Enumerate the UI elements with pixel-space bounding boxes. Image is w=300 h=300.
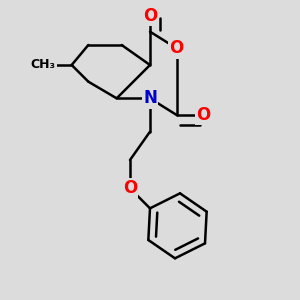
Text: O: O — [123, 179, 137, 197]
Text: O: O — [169, 39, 184, 57]
Text: O: O — [143, 7, 157, 25]
Text: O: O — [196, 106, 211, 124]
Text: N: N — [143, 89, 157, 107]
Text: CH₃: CH₃ — [31, 58, 56, 71]
